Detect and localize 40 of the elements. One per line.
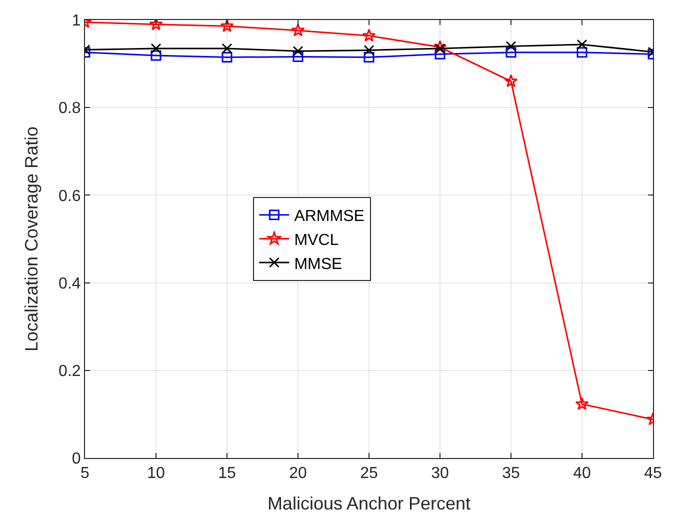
y-tick-label: 0.6 xyxy=(58,188,81,205)
y-tick-label: 0.8 xyxy=(58,100,81,118)
x-tick-label: 45 xyxy=(644,465,662,482)
point xyxy=(222,52,232,62)
legend-label: ARMMSE xyxy=(294,208,364,226)
x-tick-label: 25 xyxy=(360,465,378,482)
x-tick-label: 5 xyxy=(80,465,90,482)
x-tick-label: 30 xyxy=(431,465,449,482)
y-tick-label: 0.4 xyxy=(58,275,81,292)
point xyxy=(576,39,588,50)
point xyxy=(575,397,589,410)
x-axis-title: Malicious Anchor Percent xyxy=(267,493,471,514)
point xyxy=(506,41,516,52)
x-tick-label: 35 xyxy=(502,465,520,482)
point xyxy=(433,40,447,54)
point xyxy=(149,20,163,30)
point xyxy=(292,52,304,62)
point xyxy=(506,47,516,58)
point xyxy=(364,44,374,56)
point xyxy=(220,20,234,32)
legend-label: MVCL xyxy=(294,232,339,249)
x-tick-label: 15 xyxy=(218,465,236,482)
point xyxy=(364,52,374,62)
x-tick-label: 20 xyxy=(289,465,307,482)
point xyxy=(434,43,446,54)
point xyxy=(222,43,232,54)
point xyxy=(150,50,162,61)
x-tick-label: 10 xyxy=(147,465,165,482)
point xyxy=(362,28,376,42)
point xyxy=(292,46,304,56)
y-axis-title: Localization Coverage Ratio xyxy=(22,126,42,352)
y-tick-label: 0.2 xyxy=(58,363,81,380)
point xyxy=(291,23,305,36)
y-tick-label: 0 xyxy=(72,450,81,468)
x-tick-label: 40 xyxy=(573,465,591,482)
point xyxy=(576,47,588,58)
point xyxy=(504,74,518,88)
legend-label: MMSE xyxy=(294,256,342,273)
point xyxy=(150,43,162,54)
y-tick-label: 1 xyxy=(72,12,81,30)
